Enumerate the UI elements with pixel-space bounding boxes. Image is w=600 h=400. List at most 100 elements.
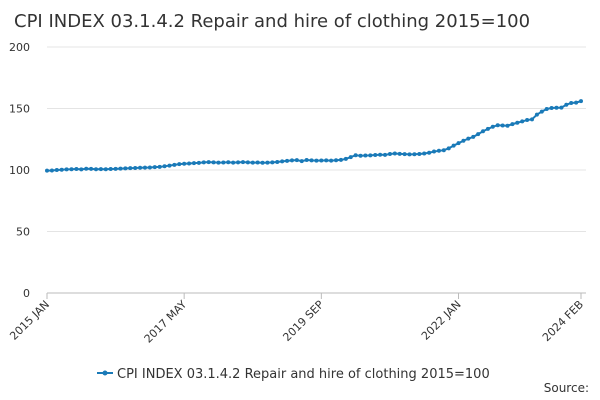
data-point [559, 105, 564, 110]
data-point [98, 167, 103, 172]
data-point [353, 153, 358, 158]
data-point [436, 148, 441, 153]
data-point [466, 136, 471, 141]
data-point [476, 132, 481, 137]
data-point [373, 152, 378, 157]
series-line [46, 100, 582, 172]
y-tick-label: 50 [16, 226, 30, 239]
data-point [319, 158, 324, 163]
data-point [432, 149, 437, 154]
data-point [471, 134, 476, 139]
data-point [481, 129, 486, 134]
data-point [157, 164, 162, 169]
data-point [579, 99, 583, 104]
data-point [569, 100, 574, 105]
data-point [69, 167, 74, 172]
x-tick-label: 2022 JAN [419, 298, 464, 343]
data-point [402, 152, 407, 157]
data-point [177, 162, 182, 167]
data-point [260, 160, 265, 165]
data-point [324, 158, 329, 163]
x-tick-label: 2024 FEB [540, 298, 586, 344]
y-tick-label: 100 [9, 164, 30, 177]
data-point [539, 109, 544, 114]
data-point [211, 160, 216, 165]
data-point [59, 167, 64, 172]
data-point [206, 160, 211, 165]
legend-label: CPI INDEX 03.1.4.2 Repair and hire of cl… [117, 367, 490, 382]
data-point [515, 120, 520, 125]
data-point [500, 123, 505, 128]
data-point [172, 162, 177, 167]
data-point [167, 163, 172, 168]
data-point [236, 160, 241, 165]
data-point [383, 152, 388, 157]
data-point [427, 150, 432, 155]
data-point [226, 160, 231, 165]
data-point [510, 122, 515, 127]
y-tick-label: 150 [9, 103, 30, 116]
data-point [505, 123, 510, 128]
x-tick-label: 2017 MAY [142, 298, 190, 346]
data-point [231, 160, 236, 165]
y-tick-label: 200 [9, 41, 30, 54]
data-point [329, 158, 334, 163]
data-point [103, 167, 108, 172]
data-point [446, 146, 451, 151]
data-point [64, 167, 69, 172]
data-point [334, 158, 339, 163]
data-point [142, 165, 147, 170]
data-point [245, 160, 250, 165]
y-tick-label: 0 [23, 287, 30, 300]
data-point [240, 160, 245, 165]
data-point [368, 153, 373, 158]
data-point [461, 138, 466, 143]
data-point [304, 158, 309, 163]
data-point [338, 157, 343, 162]
data-point [294, 158, 299, 163]
data-point [54, 168, 59, 172]
data-point [422, 151, 427, 156]
data-point [275, 160, 280, 165]
data-point [534, 112, 539, 117]
data-point [89, 166, 94, 171]
data-point [45, 168, 49, 173]
data-point [363, 153, 368, 158]
chart-title: CPI INDEX 03.1.4.2 Repair and hire of cl… [14, 11, 530, 32]
data-point [412, 152, 417, 157]
data-point [285, 158, 290, 163]
data-point [485, 126, 490, 131]
data-point [314, 158, 319, 163]
data-point [574, 100, 579, 105]
data-point [520, 119, 525, 124]
data-point [417, 152, 422, 157]
data-point [309, 158, 314, 163]
data-point [456, 141, 461, 146]
data-point [196, 160, 201, 165]
data-point [299, 159, 304, 164]
data-point [490, 124, 495, 129]
source: Source: [544, 381, 589, 395]
data-point [549, 106, 554, 111]
legend-marker [102, 370, 108, 376]
data-point [128, 166, 133, 171]
data-point [554, 105, 559, 110]
data-point [216, 160, 221, 165]
data-point [49, 168, 54, 173]
data-point [162, 164, 167, 169]
data-point [123, 166, 128, 171]
data-point [397, 151, 402, 156]
data-point [79, 167, 84, 172]
data-point [250, 160, 255, 165]
data-point [187, 161, 192, 166]
x-tick-label: 2019 SEP [280, 298, 326, 344]
data-point [182, 161, 187, 166]
data-point [138, 165, 143, 170]
data-point [113, 166, 118, 171]
data-point [348, 155, 353, 160]
data-point [221, 160, 226, 165]
data-point [441, 148, 446, 153]
data-point [108, 167, 113, 172]
data-point [343, 156, 348, 161]
data-point [74, 167, 79, 172]
